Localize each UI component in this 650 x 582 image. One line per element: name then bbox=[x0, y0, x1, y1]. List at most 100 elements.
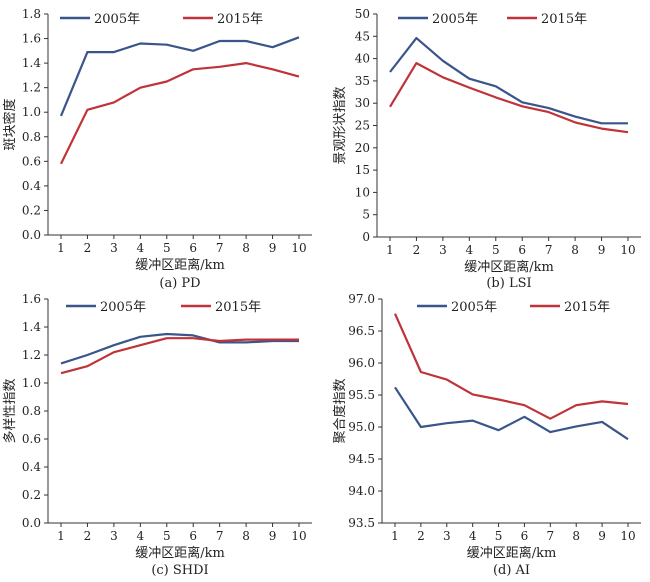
y-tick-label: 35 bbox=[355, 74, 370, 88]
x-tick-label: 5 bbox=[495, 529, 503, 543]
y-tick-label: 96.0 bbox=[348, 356, 375, 370]
y-tick-label: 0.8 bbox=[22, 404, 41, 418]
y-tick-label: 5 bbox=[362, 208, 370, 222]
x-axis-label: 缓冲区距离/km bbox=[135, 545, 225, 561]
x-tick-label: 3 bbox=[110, 529, 118, 543]
panel-caption: (a) PD bbox=[159, 276, 200, 291]
x-axis-label: 缓冲区距离/km bbox=[135, 257, 225, 273]
y-tick-label: 1.4 bbox=[22, 56, 41, 70]
series-line-2015 bbox=[60, 337, 299, 375]
x-tick-label: 1 bbox=[386, 243, 394, 257]
y-tick-label: 95.5 bbox=[348, 388, 375, 402]
x-tick-label: 6 bbox=[521, 529, 529, 543]
y-tick-label: 0.0 bbox=[22, 228, 41, 242]
series-line-2005 bbox=[59, 36, 300, 117]
y-tick-label: 15 bbox=[355, 163, 370, 177]
x-tick-label: 6 bbox=[189, 241, 197, 255]
y-tick-label: 30 bbox=[355, 96, 370, 110]
y-tick-label: 1.8 bbox=[22, 7, 41, 21]
x-tick-label: 5 bbox=[492, 243, 500, 257]
y-tick-label: 10 bbox=[355, 185, 370, 199]
y-tick-label: 1.0 bbox=[22, 376, 41, 390]
x-tick-label: 9 bbox=[269, 529, 277, 543]
x-tick-label: 4 bbox=[137, 241, 145, 255]
x-tick-label: 1 bbox=[57, 241, 65, 255]
x-tick-label: 10 bbox=[291, 529, 306, 543]
legend-label: 2015年 bbox=[217, 12, 263, 27]
y-axis-label: 多样性指数 bbox=[2, 378, 18, 443]
x-tick-label: 9 bbox=[269, 241, 277, 255]
legend-item-2005: 2005年 bbox=[398, 12, 478, 27]
legend-item-2015: 2015年 bbox=[507, 12, 587, 27]
legend-label: 2015年 bbox=[564, 300, 610, 315]
x-tick-label: 1 bbox=[57, 529, 65, 543]
y-tick-label: 95.0 bbox=[348, 420, 375, 434]
x-tick-label: 2 bbox=[417, 529, 425, 543]
x-tick-label: 2 bbox=[413, 243, 421, 257]
panel-caption: (c) SHDI bbox=[151, 563, 208, 578]
x-tick-label: 7 bbox=[216, 241, 224, 255]
chart-panel-ai: 93.5 94.0 94.5 95.0 95.5 96.0 96.5 97.0 1 2 3 4 5 6 7 8… bbox=[332, 292, 641, 578]
x-tick-label: 4 bbox=[466, 243, 474, 257]
x-tick-label: 9 bbox=[598, 243, 606, 257]
legend-label: 2005年 bbox=[432, 12, 478, 27]
y-tick-label: 97.0 bbox=[348, 292, 375, 306]
series-line-2005 bbox=[394, 386, 629, 441]
x-tick-label: 2 bbox=[84, 241, 92, 255]
x-tick-label: 7 bbox=[216, 529, 224, 543]
legend-item-2015: 2015年 bbox=[181, 300, 261, 315]
chart-panel-pd: 0.0 0.2 0.4 0.6 0.8 1.0 1.2 1.4 1.6 1.8 1 2 3 4 5 6 7 8 9 1… bbox=[2, 7, 312, 291]
x-tick-label: 8 bbox=[572, 529, 580, 543]
x-tick-label: 5 bbox=[163, 241, 171, 255]
y-tick-label: 0.4 bbox=[22, 179, 41, 193]
series-line-2015 bbox=[60, 61, 300, 165]
series-line-2015 bbox=[393, 313, 629, 420]
series-line-2015 bbox=[389, 61, 629, 134]
x-tick-label: 6 bbox=[518, 243, 526, 257]
x-tick-label: 6 bbox=[189, 529, 197, 543]
x-tick-label: 10 bbox=[291, 241, 306, 255]
panel-caption: (b) LSI bbox=[486, 276, 531, 291]
legend-item-2015: 2015年 bbox=[530, 300, 610, 315]
legend-label: 2005年 bbox=[100, 300, 146, 315]
y-tick-label: 94.0 bbox=[348, 484, 375, 498]
x-tick-label: 9 bbox=[598, 529, 606, 543]
y-tick-label: 0.8 bbox=[22, 130, 41, 144]
y-tick-label: 0.6 bbox=[22, 154, 41, 168]
x-tick-label: 3 bbox=[110, 241, 118, 255]
y-axis-label: 斑块密度 bbox=[2, 98, 18, 150]
y-tick-label: 20 bbox=[355, 141, 370, 155]
y-tick-label: 1.2 bbox=[22, 348, 41, 362]
x-tick-label: 3 bbox=[439, 243, 447, 257]
x-tick-label: 7 bbox=[545, 243, 553, 257]
x-tick-label: 5 bbox=[163, 529, 171, 543]
legend-item-2005: 2005年 bbox=[60, 12, 140, 27]
y-tick-label: 40 bbox=[355, 52, 370, 66]
legend-label: 2005年 bbox=[451, 300, 497, 315]
series-line-2005 bbox=[389, 36, 628, 125]
y-tick-label: 0.2 bbox=[22, 488, 41, 502]
y-tick-label: 0.4 bbox=[22, 460, 41, 474]
x-axis-label: 缓冲区距离/km bbox=[467, 545, 557, 561]
x-tick-label: 3 bbox=[443, 529, 451, 543]
y-tick-label: 25 bbox=[355, 119, 370, 133]
y-tick-label: 0.0 bbox=[22, 516, 41, 530]
y-tick-label: 0.6 bbox=[22, 432, 41, 446]
x-tick-label: 2 bbox=[84, 529, 92, 543]
y-tick-label: 1.2 bbox=[22, 81, 41, 95]
x-tick-label: 8 bbox=[571, 243, 579, 257]
y-tick-label: 1.6 bbox=[22, 292, 41, 306]
x-tick-label: 10 bbox=[620, 243, 635, 257]
x-tick-label: 4 bbox=[469, 529, 477, 543]
x-tick-label: 4 bbox=[137, 529, 145, 543]
x-tick-label: 10 bbox=[620, 529, 635, 543]
y-tick-label: 0 bbox=[362, 230, 370, 244]
x-tick-label: 8 bbox=[242, 529, 250, 543]
y-axis-label: 聚合度指数 bbox=[332, 378, 348, 443]
legend-label: 2015年 bbox=[215, 300, 261, 315]
legend-item-2005: 2005年 bbox=[66, 300, 146, 315]
chart-panel-shdi: 0.0 0.2 0.4 0.6 0.8 1.0 1.2 1.4 1.6 1 2 3 4 5 6 7 8 9 10 缓冲… bbox=[2, 292, 312, 578]
legend-label: 2015年 bbox=[541, 12, 587, 27]
